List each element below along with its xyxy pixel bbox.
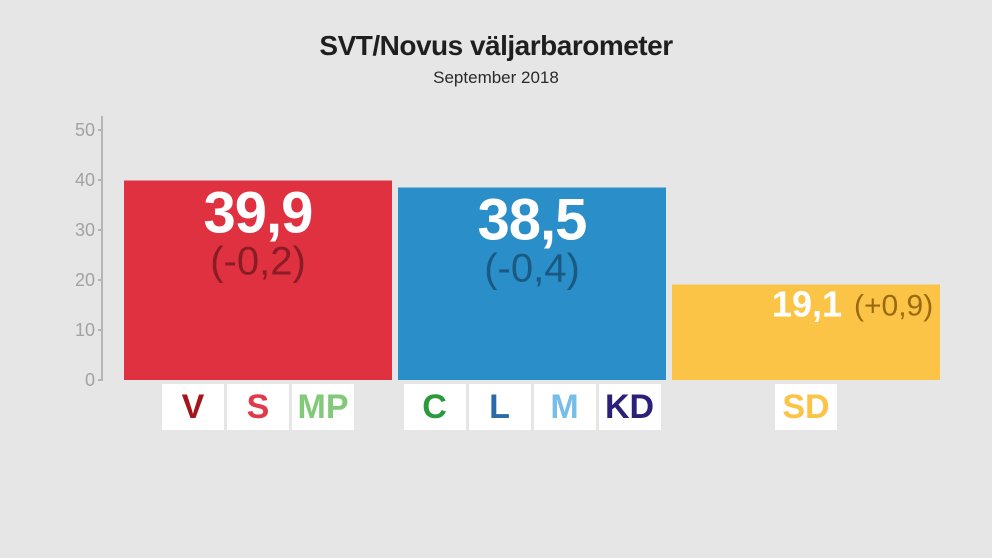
- change-label: (-0,2): [210, 240, 306, 284]
- party-label-l: L: [468, 384, 531, 430]
- y-tick-label: 20: [75, 270, 95, 290]
- change-label: (-0,4): [484, 247, 580, 291]
- value-label: 19,1: [772, 284, 842, 325]
- party-label-m: M: [533, 384, 596, 430]
- bar-labels: 39,9(-0,2) 38,5(-0,4) 19,1 (+0,9): [204, 181, 934, 325]
- party-label-mp: MP: [292, 384, 354, 430]
- bar: [672, 284, 940, 380]
- value-label: 39,9: [204, 181, 313, 246]
- party-label-s: S: [227, 384, 289, 430]
- party-label-v: V: [162, 384, 224, 430]
- y-tick-label: 50: [75, 120, 95, 140]
- change-label: (+0,9): [854, 290, 933, 323]
- chart-subtitle: September 2018: [433, 68, 559, 87]
- y-tick-label: 10: [75, 320, 95, 340]
- bar: [124, 180, 392, 380]
- y-axis: 0 10 20 30 40 50: [75, 116, 103, 390]
- y-tick-label: 0: [85, 370, 95, 390]
- bar: [398, 187, 666, 380]
- value-label: 38,5: [478, 188, 587, 253]
- y-tick-label: 30: [75, 220, 95, 240]
- chart-title: SVT/Novus väljarbarometer: [319, 30, 673, 61]
- y-tick-label: 40: [75, 170, 95, 190]
- party-label-c: C: [403, 384, 466, 430]
- party-label-sd: SD: [775, 384, 837, 430]
- bars: [124, 180, 940, 380]
- party-label-kd: KD: [598, 384, 661, 430]
